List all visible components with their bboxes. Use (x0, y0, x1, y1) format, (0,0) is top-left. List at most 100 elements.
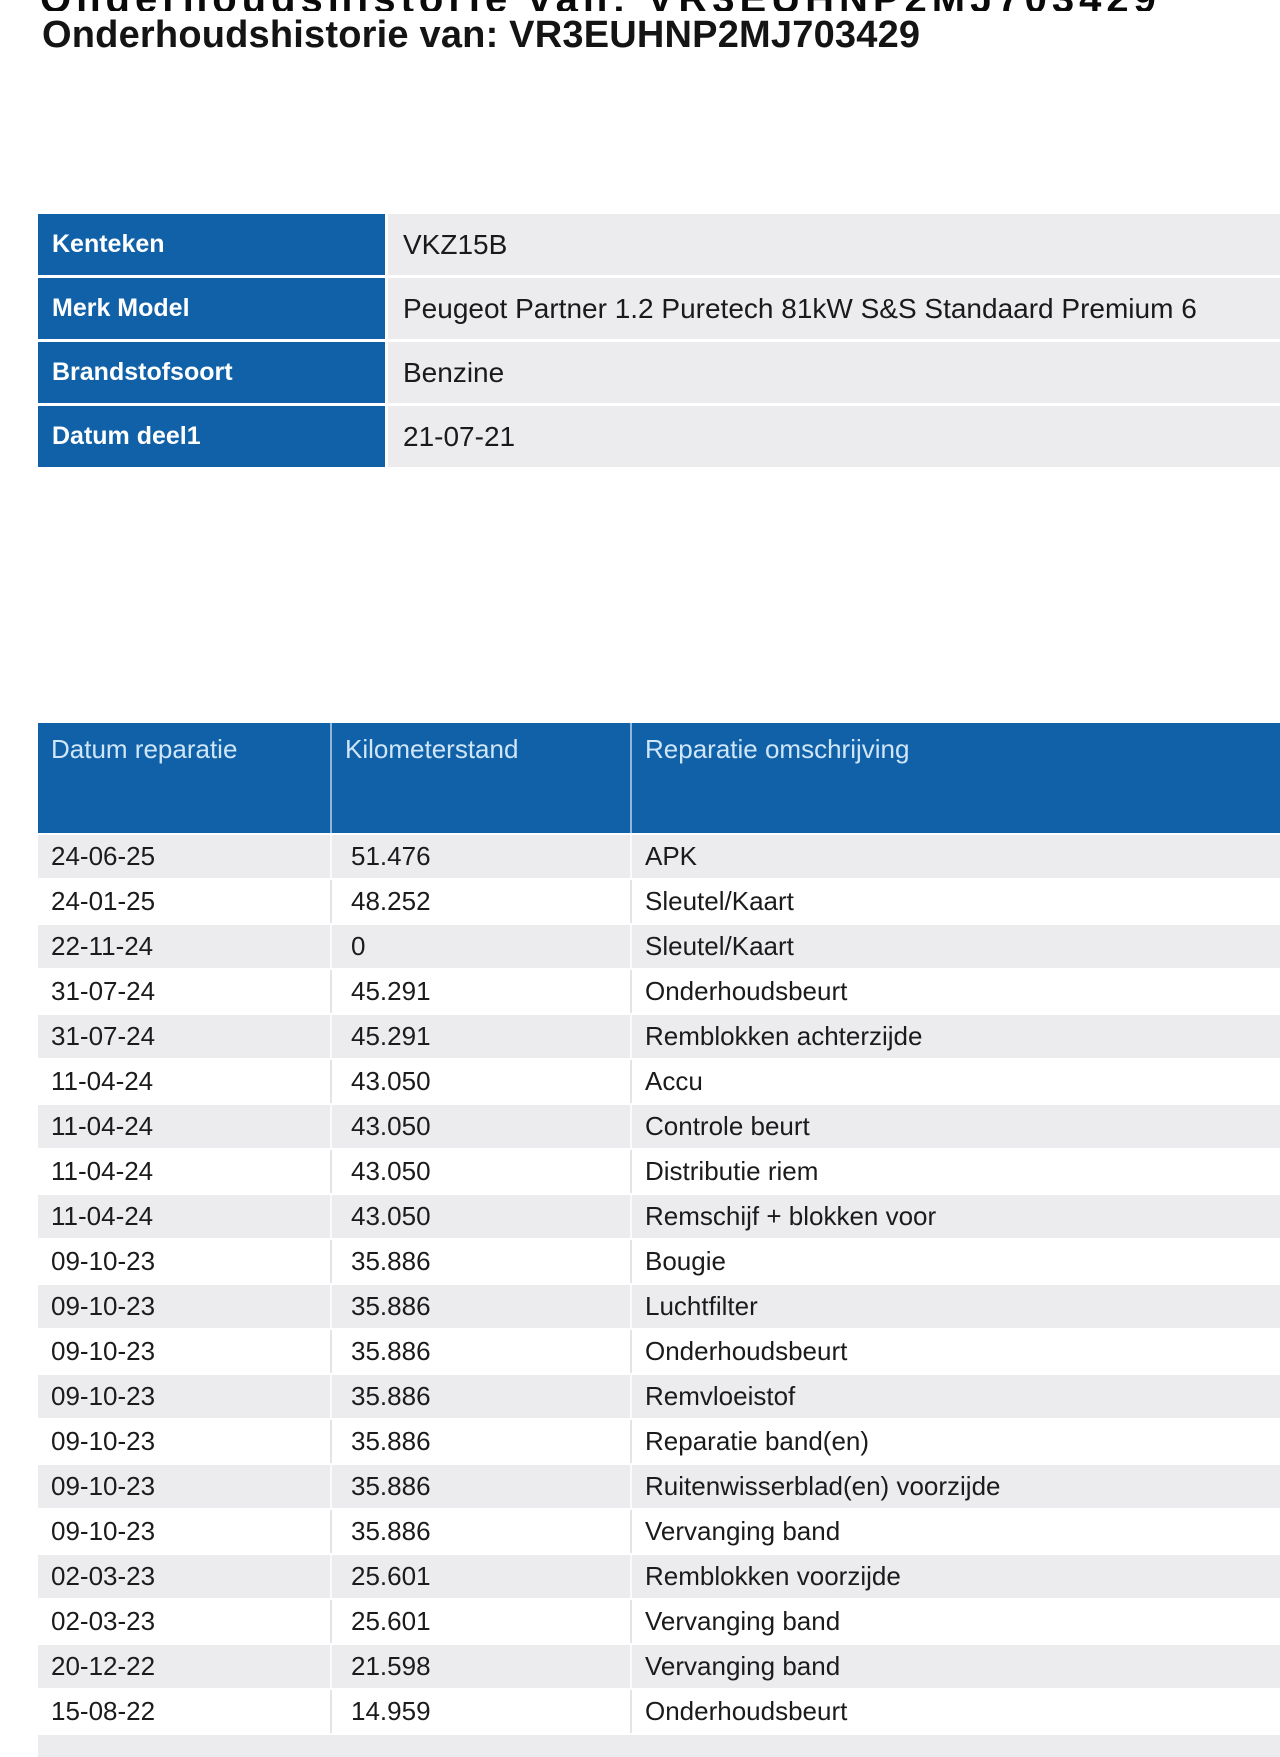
history-table-row: 09-10-23 35.886 Ruitenwisserblad(en) voo… (38, 1465, 1280, 1510)
odometer-cell: 14.959 (330, 1690, 630, 1733)
odometer-cell: 35.886 (330, 1375, 630, 1418)
repair-description-cell: Onderhoudsbeurt (630, 1690, 1280, 1733)
history-table-row: 11-04-24 43.050 Remschijf + blokken voor (38, 1195, 1280, 1240)
repair-description-cell: Onderhoudsbeurt (630, 1330, 1280, 1373)
vehicle-info-label: Datum deel1 (38, 406, 388, 470)
repair-description-cell: Remblokken achterzijde (630, 1015, 1280, 1058)
vehicle-info-value: Benzine (388, 342, 1280, 406)
repair-date-cell: 31-07-24 (51, 1021, 156, 1051)
history-table-row: 09-10-23 35.886 Luchtfilter (38, 1285, 1280, 1330)
repair-description-cell: Vervanging band (630, 1510, 1280, 1553)
odometer-cell: 35.886 (330, 1420, 630, 1463)
vehicle-info-value: Peugeot Partner 1.2 Puretech 81kW S&S St… (388, 278, 1280, 342)
column-header-description: Reparatie omschrijving (630, 723, 1280, 833)
history-table-row: 11-04-24 43.050 Controle beurt (38, 1105, 1280, 1150)
vehicle-info-label: Kenteken (38, 214, 388, 278)
repair-description-cell: Luchtfilter (630, 1285, 1280, 1328)
history-table-row: 09-10-23 35.886 Bougie (38, 1240, 1280, 1285)
history-table-row: 20-12-22 21.598 Vervanging band (38, 1645, 1280, 1690)
history-table-row: 09-10-23 35.886 Remvloeistof (38, 1375, 1280, 1420)
vehicle-info-row: Merk Model Peugeot Partner 1.2 Puretech … (38, 278, 1280, 342)
repair-description-cell: Onderhoudsbeurt (630, 970, 1280, 1013)
odometer-cell: 0 (330, 925, 630, 968)
column-header-odometer: Kilometerstand (330, 723, 630, 833)
repair-date-cell: 09-10-23 (51, 1381, 156, 1411)
repair-date-cell: 09-10-23 (51, 1336, 156, 1366)
clipped-previous-line: Onderhoudshistorie van: VR3EUHNP2MJ70342… (40, 0, 1155, 11)
repair-date-cell: 31-07-24 (51, 976, 156, 1006)
history-table-row-partial (38, 1735, 1280, 1757)
history-table-header: Datum reparatie Kilometerstand Reparatie… (38, 723, 1280, 835)
odometer-cell: 43.050 (330, 1150, 630, 1193)
repair-date-cell: 22-11-24 (51, 931, 154, 961)
odometer-cell: 43.050 (330, 1195, 630, 1238)
odometer-cell: 35.886 (330, 1510, 630, 1553)
odometer-cell: 35.886 (330, 1285, 630, 1328)
repair-date-cell: 02-03-23 (51, 1561, 156, 1591)
history-table-row: 09-10-23 35.886 Onderhoudsbeurt (38, 1330, 1280, 1375)
vehicle-info-label: Brandstofsoort (38, 342, 388, 406)
history-table-row: 22-11-24 0 Sleutel/Kaart (38, 925, 1280, 970)
history-table-row: 02-03-23 25.601 Remblokken voorzijde (38, 1555, 1280, 1600)
repair-description-cell: Distributie riem (630, 1150, 1280, 1193)
repair-description-cell: Remblokken voorzijde (630, 1555, 1280, 1598)
repair-description-cell: Remschijf + blokken voor (630, 1195, 1280, 1238)
repair-date-cell: 09-10-23 (51, 1516, 156, 1546)
repair-date-cell: 02-03-23 (51, 1606, 156, 1636)
column-header-date: Datum reparatie (51, 734, 238, 764)
history-table-row: 31-07-24 45.291 Remblokken achterzijde (38, 1015, 1280, 1060)
repair-date-cell: 11-04-24 (51, 1156, 154, 1186)
history-table-row: 15-08-22 14.959 Onderhoudsbeurt (38, 1690, 1280, 1735)
clipped-previous-line-text: Onderhoudshistorie van: VR3EUHNP2MJ70342… (40, 0, 1155, 11)
history-table-row: 11-04-24 43.050 Distributie riem (38, 1150, 1280, 1195)
repair-date-cell: 11-04-24 (51, 1066, 154, 1096)
odometer-cell: 48.252 (330, 880, 630, 923)
odometer-cell: 35.886 (330, 1240, 630, 1283)
history-table-row: 11-04-24 43.050 Accu (38, 1060, 1280, 1105)
maintenance-history-table: Datum reparatie Kilometerstand Reparatie… (38, 723, 1280, 1757)
repair-date-cell: 09-10-23 (51, 1426, 156, 1456)
odometer-cell: 35.886 (330, 1465, 630, 1508)
repair-date-cell: 24-06-25 (51, 841, 156, 871)
vehicle-info-row: Kenteken VKZ15B (38, 214, 1280, 278)
vehicle-info-value: 21-07-21 (388, 406, 1280, 470)
repair-date-cell: 11-04-24 (51, 1111, 154, 1141)
odometer-cell: 45.291 (330, 1015, 630, 1058)
odometer-cell: 21.598 (330, 1645, 630, 1688)
vehicle-info-value: VKZ15B (388, 214, 1280, 278)
history-table-row: 09-10-23 35.886 Vervanging band (38, 1510, 1280, 1555)
repair-description-cell: Reparatie band(en) (630, 1420, 1280, 1463)
repair-description-cell: Bougie (630, 1240, 1280, 1283)
odometer-cell: 45.291 (330, 970, 630, 1013)
odometer-cell: 51.476 (330, 835, 630, 878)
history-table-body: 24-06-25 51.476 APK 24-01-25 48.252 Sleu… (38, 835, 1280, 1757)
repair-description-cell: Sleutel/Kaart (630, 880, 1280, 923)
odometer-cell: 43.050 (330, 1060, 630, 1103)
vehicle-info-table: Kenteken VKZ15B Merk Model Peugeot Partn… (38, 214, 1280, 470)
repair-date-cell: 09-10-23 (51, 1246, 156, 1276)
history-table-row: 31-07-24 45.291 Onderhoudsbeurt (38, 970, 1280, 1015)
repair-description-cell: APK (630, 835, 1280, 878)
odometer-cell: 25.601 (330, 1600, 630, 1643)
repair-date-cell: 09-10-23 (51, 1291, 156, 1321)
repair-description-cell: Vervanging band (630, 1645, 1280, 1688)
repair-date-cell: 20-12-22 (51, 1651, 156, 1681)
repair-description-cell: Accu (630, 1060, 1280, 1103)
vehicle-info-label: Merk Model (38, 278, 388, 342)
history-table-row: 02-03-23 25.601 Vervanging band (38, 1600, 1280, 1645)
history-table-row: 09-10-23 35.886 Reparatie band(en) (38, 1420, 1280, 1465)
repair-description-cell: Remvloeistof (630, 1375, 1280, 1418)
page-title: Onderhoudshistorie van: VR3EUHNP2MJ70342… (42, 14, 921, 56)
repair-description-cell: Sleutel/Kaart (630, 925, 1280, 968)
repair-description-cell: Vervanging band (630, 1600, 1280, 1643)
odometer-cell: 35.886 (330, 1330, 630, 1373)
repair-description-cell: Controle beurt (630, 1105, 1280, 1148)
repair-date-cell: 11-04-24 (51, 1201, 154, 1231)
odometer-cell: 25.601 (330, 1555, 630, 1598)
repair-date-cell: 15-08-22 (51, 1696, 156, 1726)
vehicle-info-row: Brandstofsoort Benzine (38, 342, 1280, 406)
vehicle-info-row: Datum deel1 21-07-21 (38, 406, 1280, 470)
repair-description-cell: Ruitenwisserblad(en) voorzijde (630, 1465, 1280, 1508)
odometer-cell: 43.050 (330, 1105, 630, 1148)
